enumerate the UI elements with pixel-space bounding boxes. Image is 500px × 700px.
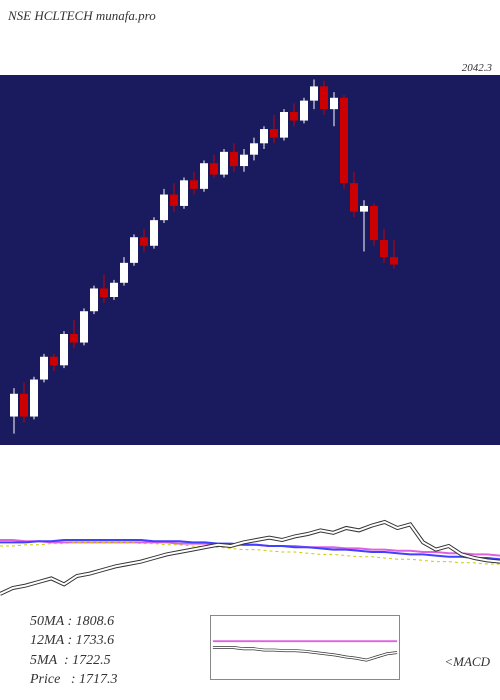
- stat-12ma: 12MA : 1733.6: [30, 631, 118, 651]
- stats-panel: 50MA : 1808.6 12MA : 1733.6 5MA : 1722.5…: [30, 612, 118, 690]
- indicator-chart: [0, 480, 500, 600]
- chart-header: NSE HCLTECH munafa.pro: [8, 8, 156, 24]
- stat-5ma: 5MA : 1722.5: [30, 651, 118, 671]
- macd-inset: [210, 615, 400, 680]
- stat-price: Price : 1717.3: [30, 670, 118, 690]
- macd-label: <MACD: [444, 654, 490, 670]
- price-top-label: 2042.3: [462, 62, 492, 74]
- candlestick-chart: [0, 75, 500, 445]
- stat-50ma: 50MA : 1808.6: [30, 612, 118, 632]
